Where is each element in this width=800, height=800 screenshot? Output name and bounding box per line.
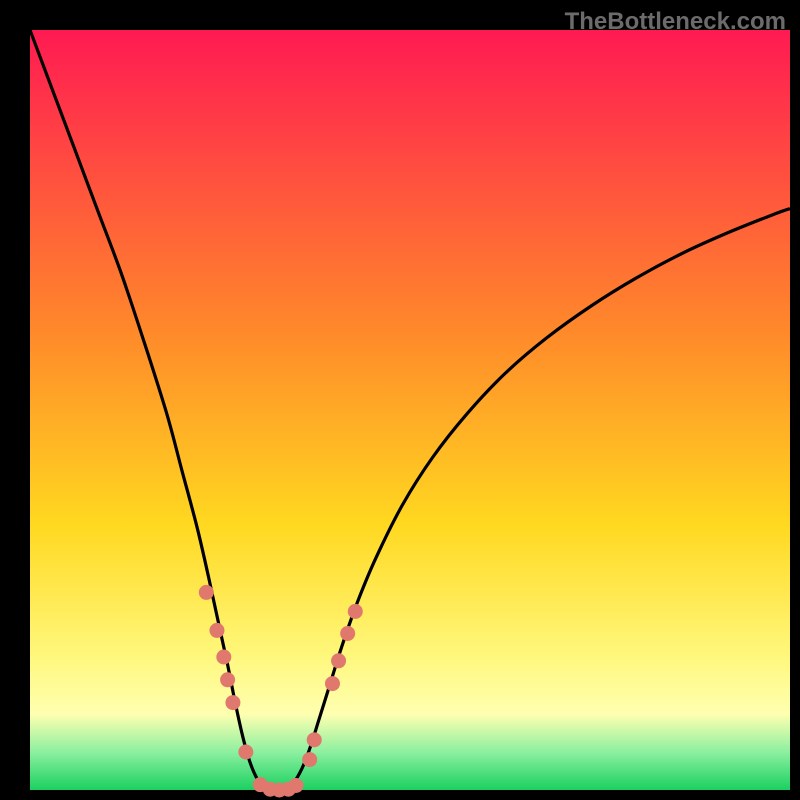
marker-dot (199, 585, 213, 599)
watermark-text: TheBottleneck.com (565, 8, 786, 36)
marker-dot (226, 696, 240, 710)
marker-dot (239, 745, 253, 759)
marker-dot (210, 623, 224, 637)
marker-dot (221, 673, 235, 687)
marker-dot (332, 654, 346, 668)
marker-dot (325, 677, 339, 691)
marker-group (199, 585, 362, 797)
marker-dot (341, 626, 355, 640)
marker-dot (289, 778, 303, 792)
bottleneck-curve (30, 30, 790, 790)
marker-dot (217, 650, 231, 664)
curve-svg (30, 30, 790, 790)
chart-stage: TheBottleneck.com (0, 0, 800, 800)
marker-dot (348, 604, 362, 618)
marker-dot (303, 753, 317, 767)
marker-dot (307, 733, 321, 747)
plot-area (30, 30, 790, 790)
